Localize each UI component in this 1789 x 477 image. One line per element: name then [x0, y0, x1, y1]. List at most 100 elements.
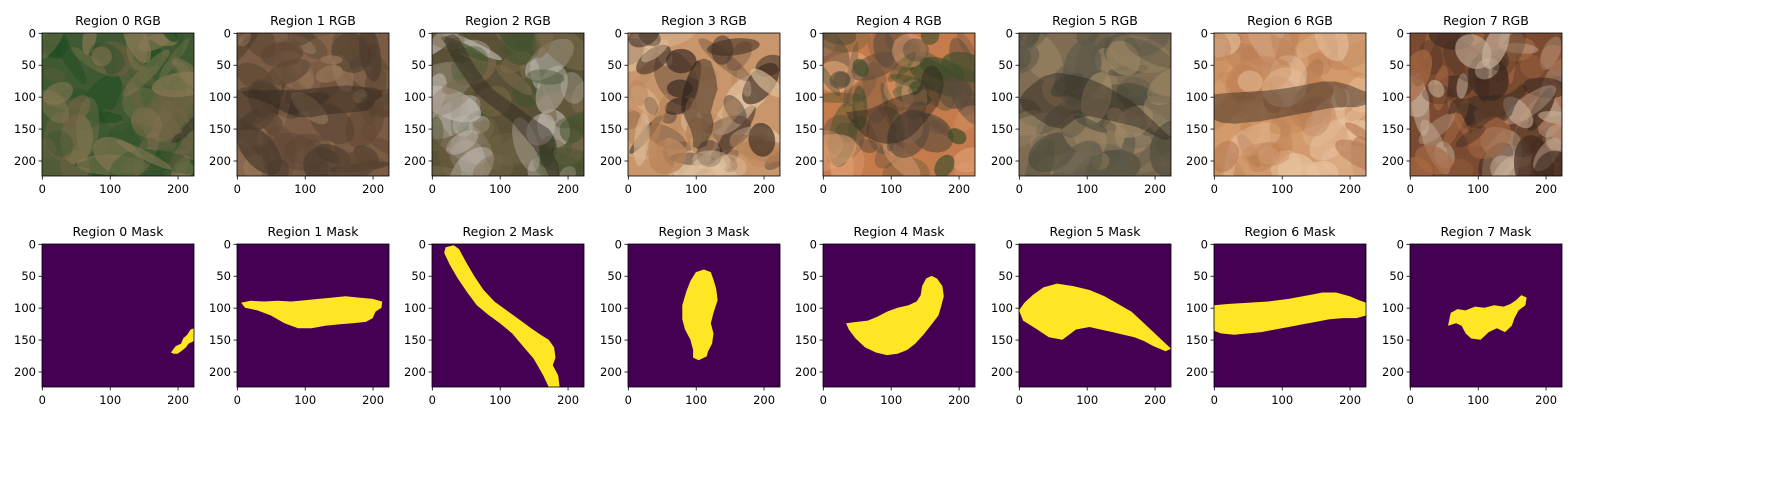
axes-frame	[236, 243, 390, 388]
y-tick-label: 50	[1193, 58, 1208, 72]
y-tick-label: 200	[1382, 154, 1404, 168]
y-tick-label: 100	[600, 301, 622, 315]
y-tick-label: 50	[607, 269, 622, 283]
x-tick-label: 200	[1339, 182, 1361, 196]
burn-mask-image	[42, 244, 194, 387]
burn-mask-image	[823, 244, 975, 387]
y-tick-label: 150	[404, 333, 426, 347]
y-tick-label: 0	[810, 26, 817, 40]
satellite-image	[1019, 33, 1171, 176]
panel-title: Region 0 Mask	[73, 224, 165, 239]
y-tick-label: 0	[29, 237, 36, 251]
y-tick-label: 150	[209, 333, 231, 347]
x-tick-label: 0	[625, 393, 632, 407]
burn-mask-image	[237, 244, 389, 387]
y-tick-label: 150	[404, 122, 426, 136]
y-tick-label: 150	[991, 333, 1013, 347]
panel-title: Region 3 Mask	[659, 224, 751, 239]
panel-title: Region 1 Mask	[268, 224, 360, 239]
axes-frame	[431, 243, 585, 388]
x-tick-label: 200	[1144, 393, 1166, 407]
x-tick-label: 0	[820, 393, 827, 407]
y-tick-label: 150	[1186, 333, 1208, 347]
x-tick-label: 100	[1467, 393, 1489, 407]
y-tick-label: 100	[1382, 301, 1404, 315]
y-tick-label: 150	[600, 333, 622, 347]
burn-mask-image	[1019, 244, 1171, 387]
y-tick-label: 150	[1382, 333, 1404, 347]
panel-title: Region 4 Mask	[854, 224, 946, 239]
x-tick-label: 0	[234, 182, 241, 196]
x-tick-label: 100	[294, 393, 316, 407]
burn-mask-image	[1214, 244, 1366, 387]
y-tick-label: 50	[802, 269, 817, 283]
satellite-image	[1410, 33, 1562, 176]
y-tick-label: 100	[991, 301, 1013, 315]
x-tick-label: 100	[1271, 182, 1293, 196]
y-tick-label: 50	[21, 58, 36, 72]
x-tick-label: 0	[429, 393, 436, 407]
panel-title: Region 6 RGB	[1247, 13, 1333, 28]
y-tick-label: 0	[615, 26, 622, 40]
x-tick-label: 100	[294, 182, 316, 196]
panel-title: Region 5 RGB	[1052, 13, 1138, 28]
x-tick-label: 200	[948, 393, 970, 407]
x-tick-label: 0	[234, 393, 241, 407]
y-tick-label: 50	[21, 269, 36, 283]
x-tick-label: 100	[685, 182, 707, 196]
x-tick-label: 200	[753, 393, 775, 407]
y-tick-label: 150	[1382, 122, 1404, 136]
x-tick-label: 100	[1271, 393, 1293, 407]
panel-title: Region 3 RGB	[661, 13, 747, 28]
y-tick-label: 200	[600, 154, 622, 168]
panel-title: Region 5 Mask	[1050, 224, 1142, 239]
y-tick-label: 200	[209, 365, 231, 379]
y-tick-label: 100	[14, 301, 36, 315]
y-tick-label: 200	[991, 154, 1013, 168]
x-tick-label: 200	[753, 182, 775, 196]
y-tick-label: 200	[600, 365, 622, 379]
y-tick-label: 0	[1006, 237, 1013, 251]
axes-frame	[431, 32, 585, 177]
x-tick-label: 100	[99, 393, 121, 407]
x-tick-label: 100	[489, 393, 511, 407]
mask-region	[1448, 295, 1527, 340]
y-tick-label: 0	[615, 237, 622, 251]
x-tick-label: 100	[1076, 182, 1098, 196]
x-tick-label: 200	[948, 182, 970, 196]
panel-title: Region 2 Mask	[463, 224, 555, 239]
y-tick-label: 0	[29, 26, 36, 40]
x-tick-label: 0	[1016, 182, 1023, 196]
y-tick-label: 50	[216, 58, 231, 72]
y-tick-label: 0	[1201, 26, 1208, 40]
y-tick-label: 100	[1186, 90, 1208, 104]
y-tick-label: 100	[1186, 301, 1208, 315]
x-tick-label: 100	[99, 182, 121, 196]
x-tick-label: 0	[39, 182, 46, 196]
panel-title: Region 7 RGB	[1443, 13, 1529, 28]
x-tick-label: 200	[557, 393, 579, 407]
y-tick-label: 50	[802, 58, 817, 72]
y-tick-label: 150	[795, 122, 817, 136]
x-tick-label: 0	[39, 393, 46, 407]
axes-frame	[822, 32, 976, 177]
y-tick-label: 0	[810, 237, 817, 251]
y-tick-label: 100	[795, 301, 817, 315]
mask-region	[241, 296, 383, 329]
y-tick-label: 150	[1186, 122, 1208, 136]
y-tick-label: 150	[600, 122, 622, 136]
mask-region	[1019, 283, 1171, 352]
x-tick-label: 200	[1144, 182, 1166, 196]
x-tick-label: 200	[557, 182, 579, 196]
y-tick-label: 0	[1397, 26, 1404, 40]
x-tick-label: 0	[1407, 393, 1414, 407]
